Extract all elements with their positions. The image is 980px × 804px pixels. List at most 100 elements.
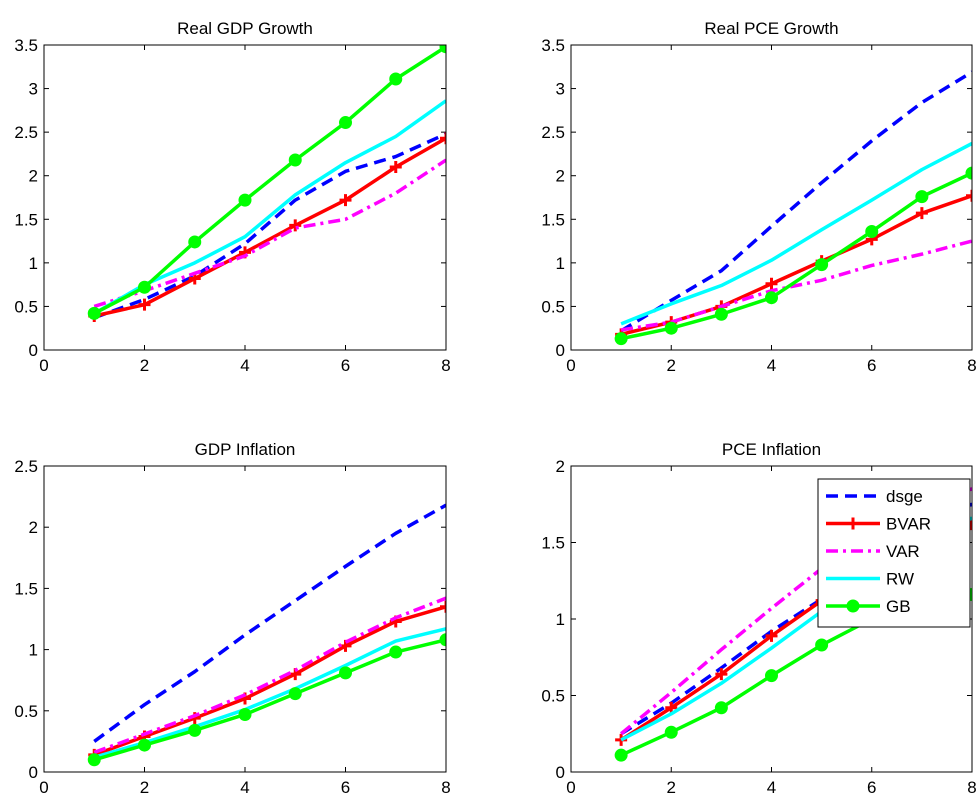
data-point-bvar (715, 668, 728, 681)
chart-panel-3: GDP Inflation 0 2 4 6 8 0 0.5 1 1.5 2 2.5 (14, 440, 450, 797)
y-tick-label: 2.5 (14, 123, 38, 142)
data-point-gb (238, 707, 252, 721)
legend-marker-bvar (847, 517, 859, 530)
data-point-gb (188, 235, 202, 249)
data-point-gb (339, 116, 352, 130)
y-tick-label: 0.5 (541, 297, 565, 316)
data-point-gb (965, 166, 972, 180)
chart-title: PCE Inflation (722, 440, 821, 459)
y-tick-label: 1 (556, 610, 565, 629)
y-tick-label: 1 (29, 641, 38, 660)
series-group (87, 503, 446, 767)
series-line-var (620, 239, 972, 332)
data-point-gb (288, 687, 302, 701)
series-line-var (93, 158, 446, 309)
x-tick-label: 2 (667, 356, 676, 375)
data-point-bvar (915, 207, 928, 220)
y-tick-label: 1 (29, 254, 38, 273)
legend-label-var: VAR (886, 542, 920, 561)
axes-box (43, 44, 447, 351)
y-tick-label: 1 (556, 254, 565, 273)
data-point-gb (439, 633, 446, 647)
x-tick-label: 6 (341, 356, 350, 375)
data-point-gb (138, 738, 151, 752)
data-point-gb (339, 666, 352, 680)
x-tick-label: 8 (967, 356, 976, 375)
x-tick-label: 8 (441, 778, 450, 797)
y-tick-label: 2.5 (541, 123, 565, 142)
y-tick-label: 0.5 (541, 687, 565, 706)
axes-box (570, 44, 973, 351)
data-point-gb (714, 307, 728, 321)
series-line-rw (620, 141, 972, 326)
data-point-gb (188, 723, 202, 737)
x-tick-label: 6 (867, 356, 876, 375)
data-point-gb (714, 701, 728, 715)
data-point-bvar (765, 277, 778, 290)
data-point-gb (664, 321, 678, 335)
series-line-bvar (93, 136, 446, 318)
y-tick-label: 2 (29, 167, 38, 186)
data-point-bvar (440, 132, 446, 145)
series-group (87, 45, 446, 323)
legend-label-gb: GB (886, 597, 911, 616)
y-tick-label: 2 (556, 457, 565, 476)
y-tick-label: 1.5 (14, 210, 38, 229)
data-point-gb (439, 45, 446, 54)
data-point-gb (614, 332, 628, 346)
series-line-rw (93, 627, 446, 759)
chart-panel-1: Real GDP Growth 0 2 4 6 8 0 0.5 1 1.5 2 2.5 3 3.5 (14, 19, 450, 375)
y-tick-label: 3.5 (541, 36, 565, 55)
x-tick-label: 4 (240, 778, 249, 797)
data-point-gb (815, 638, 829, 652)
data-point-gb (614, 748, 628, 762)
data-point-bvar (765, 629, 778, 642)
data-point-gb (87, 306, 101, 320)
x-tick-label: 4 (767, 356, 776, 375)
y-tick-label: 0 (556, 763, 565, 782)
y-tick-label: 0 (556, 341, 565, 360)
series-line-dsge (93, 503, 446, 743)
chart-panel-4: PCE Inflation 0 2 4 6 8 0 0.5 1 1.5 2 dsge BVAR VAR RW… (541, 440, 976, 797)
plot-area (571, 45, 972, 350)
chart-title: Real GDP Growth (177, 19, 313, 38)
data-point-gb (765, 669, 778, 683)
data-point-gb (389, 72, 403, 86)
chart-panel-2: Real PCE Growth 0 2 4 6 8 0 0.5 1 1.5 2 2.5 3 3.5 (541, 19, 976, 375)
data-point-bvar (138, 298, 151, 311)
legend-box (817, 478, 971, 628)
y-tick-label: 0.5 (14, 297, 38, 316)
y-tick-label: 1.5 (14, 579, 38, 598)
y-tick-label: 0 (29, 341, 38, 360)
y-tick-label: 3 (29, 80, 38, 99)
chart-title: GDP Inflation (195, 440, 296, 459)
axes-box (570, 465, 973, 773)
y-tick-label: 0 (29, 763, 38, 782)
y-tick-label: 2 (556, 167, 565, 186)
series-line-gb (620, 171, 972, 341)
series-line-gb (93, 638, 446, 762)
y-tick-label: 2.5 (14, 457, 38, 476)
legend-label-bvar: BVAR (886, 515, 931, 534)
data-point-gb (238, 193, 252, 207)
data-point-gb (865, 224, 879, 238)
data-point-bvar (665, 701, 678, 714)
x-tick-label: 2 (140, 356, 149, 375)
data-point-gb (915, 190, 929, 204)
series-line-gb (93, 45, 446, 315)
x-tick-label: 0 (39, 778, 48, 797)
x-tick-label: 2 (140, 778, 149, 797)
series-line-dsge (620, 502, 972, 736)
y-tick-label: 0.5 (14, 702, 38, 721)
y-tick-label: 2 (29, 518, 38, 537)
data-point-bvar (289, 219, 302, 232)
legend-label-dsge: dsge (886, 487, 923, 506)
data-point-gb (389, 645, 403, 659)
x-tick-label: 2 (667, 778, 676, 797)
data-point-gb (664, 725, 678, 739)
data-point-gb (288, 153, 302, 167)
x-tick-label: 0 (566, 778, 575, 797)
axes-box (43, 465, 447, 773)
x-tick-label: 6 (867, 778, 876, 797)
